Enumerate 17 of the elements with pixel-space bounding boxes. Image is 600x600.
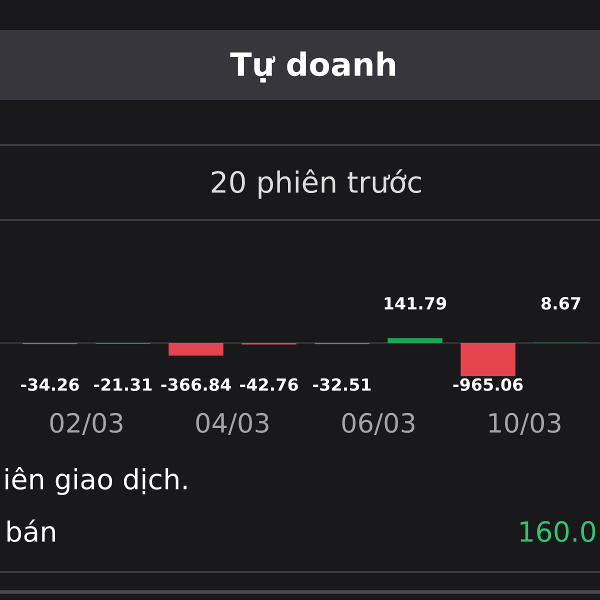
data-label: -34.26 xyxy=(21,378,79,391)
text: 160.0 xyxy=(520,521,596,542)
text: iên giao dịch. xyxy=(6,467,186,495)
x-tick-label: 04/03 xyxy=(196,412,268,435)
chart-title: Tự doanh xyxy=(230,51,396,83)
text: bán xyxy=(8,519,55,542)
data-label: -366.84 xyxy=(161,378,231,391)
data-label: -21.31 xyxy=(94,378,152,391)
data-label: -42.76 xyxy=(240,378,298,391)
x-tick-label: 02/03 xyxy=(50,412,122,435)
data-label: 141.79 xyxy=(384,297,446,310)
data-label: -32.51 xyxy=(313,378,371,391)
data-label: -965.06 xyxy=(453,378,523,391)
x-tick-label: 10/03 xyxy=(489,412,560,435)
chart-subtitle: 20 phiên trước xyxy=(212,169,421,199)
data-label: 8.67 xyxy=(541,297,580,310)
x-tick-label: 06/03 xyxy=(342,412,414,435)
